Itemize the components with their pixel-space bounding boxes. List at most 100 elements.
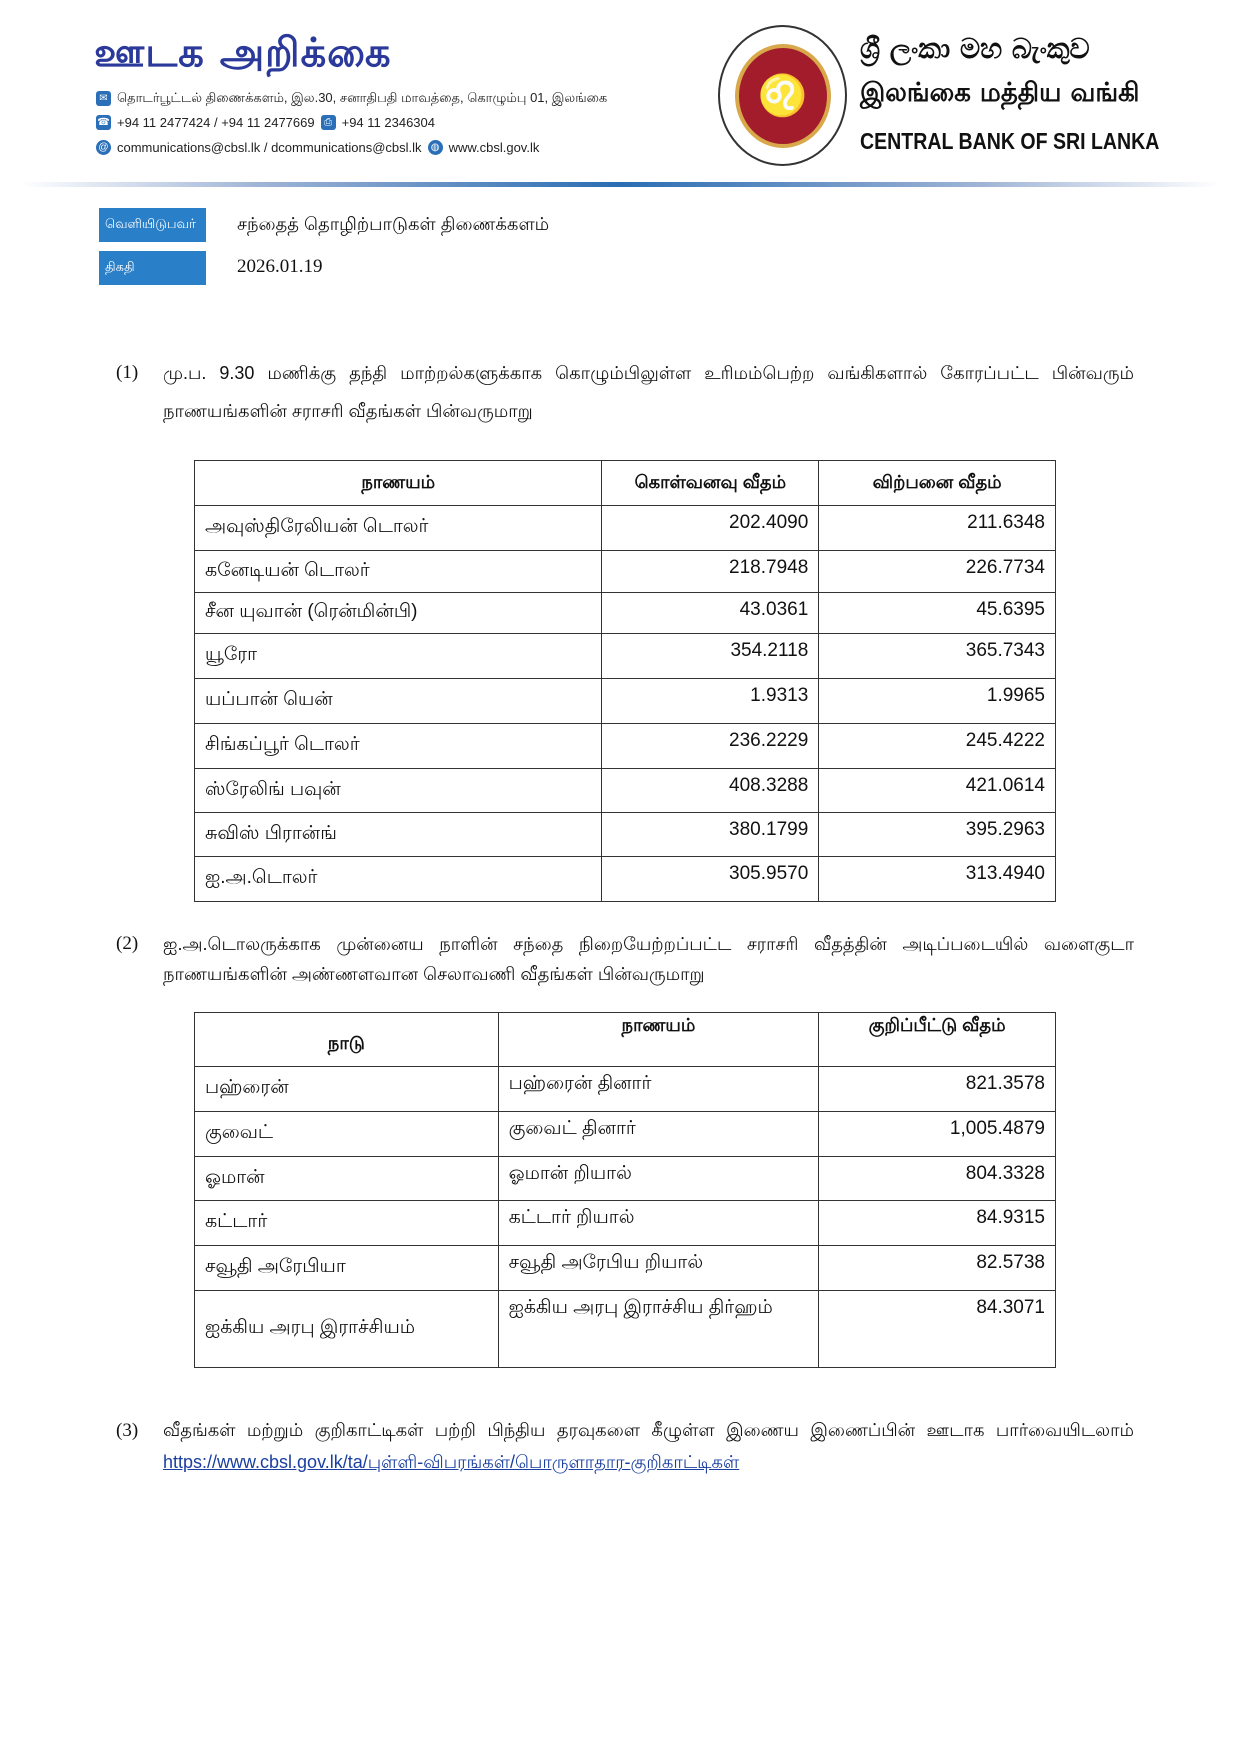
selling-rate: 226.7734 bbox=[818, 550, 1056, 593]
envelope-icon: ✉ bbox=[96, 91, 111, 106]
buying-rate: 1.9313 bbox=[601, 678, 820, 724]
bank-name-sinhala: ශ්‍රී ලංකා මහ බැංකුව bbox=[860, 32, 1090, 65]
header-divider bbox=[20, 182, 1220, 187]
publisher-label: வெளியிடுபவர் bbox=[99, 208, 206, 242]
country-name: ஓமான் bbox=[194, 1156, 499, 1201]
section-1-paragraph: (1) மு.ப. 9.30 மணிக்கு தந்தி மாற்றல்களுக… bbox=[116, 354, 1134, 430]
globe-icon: ◍ bbox=[427, 140, 443, 155]
statistics-link[interactable]: https://www.cbsl.gov.lk/ta/புள்ளி-விபரங்… bbox=[163, 1452, 740, 1472]
section-3-paragraph: (3) வீதங்கள் மற்றும் குறிகாட்டிகள் பற்றி… bbox=[116, 1412, 1134, 1478]
section-2-number: (2) bbox=[116, 933, 139, 954]
currency-name: ஸ்ரேலிங் பவுன் bbox=[193, 768, 603, 813]
central-bank-seal-logo: ♌ bbox=[718, 25, 847, 166]
section-3-body: வீதங்கள் மற்றும் குறிகாட்டிகள் பற்றி பிந… bbox=[163, 1420, 1134, 1440]
phone-icon: ☎ bbox=[96, 115, 111, 130]
currency-name: அவுஸ்திரேலியன் டொலர் bbox=[193, 505, 603, 551]
table-row: ஸ்ரேலிங் பவுன் 408.3288 421.0614 bbox=[193, 768, 1056, 813]
buying-rate: 218.7948 bbox=[601, 550, 820, 593]
country-name: பஹ்ரைன் bbox=[194, 1066, 499, 1112]
selling-rate: 45.6395 bbox=[818, 592, 1056, 634]
table-row: சவூதி அரேபியா சவூதி அரேபிய றியால் 82.573… bbox=[194, 1245, 1056, 1291]
fax-icon: ⎙ bbox=[320, 115, 336, 130]
reference-rate: 1,005.4879 bbox=[818, 1111, 1056, 1157]
buying-rate: 305.9570 bbox=[601, 856, 820, 902]
currency-name: சிங்கப்பூர் டொலர் bbox=[193, 723, 603, 769]
table-row: ஐக்கிய அரபு இராச்சியம் ஐக்கிய அரபு இராச்… bbox=[194, 1290, 1056, 1368]
selling-rate: 313.4940 bbox=[818, 856, 1056, 902]
table-row: குவைட் குவைட் தினார் 1,005.4879 bbox=[194, 1111, 1056, 1157]
currency-name: ஓமான் றியால் bbox=[497, 1156, 820, 1201]
bank-name-english: CENTRAL BANK OF SRI LANKA bbox=[860, 128, 1160, 154]
selling-rate: 245.4222 bbox=[818, 723, 1056, 769]
table-row: யூரோ 354.2118 365.7343 bbox=[193, 633, 1056, 679]
table-row: ஓமான் ஓமான் றியால் 804.3328 bbox=[194, 1156, 1056, 1201]
currency-name: சீன யுவான் (ரென்மின்பி) bbox=[193, 592, 603, 634]
currency-name: கனேடியன் டொலர் bbox=[193, 550, 603, 593]
section-3-number: (3) bbox=[116, 1420, 139, 1441]
address-line: ✉ தொடர்பூட்டல் திணைக்களம், இல.30, சனாதிப… bbox=[96, 90, 607, 107]
header-buying-rate: கொள்வனவு வீதம் bbox=[601, 460, 820, 506]
selling-rate: 211.6348 bbox=[818, 505, 1056, 551]
country-name: குவைட் bbox=[194, 1111, 499, 1157]
currency-name: குவைட் தினார் bbox=[497, 1111, 820, 1157]
reference-rate: 82.5738 bbox=[818, 1245, 1056, 1291]
bank-name-tamil: இலங்கை மத்திய வங்கி bbox=[860, 78, 1140, 108]
section-2-text: ஐ.அ.டொலருக்காக முன்னைய நாளின் சந்தை நிறை… bbox=[163, 934, 1134, 984]
currency-name: கட்டார் றியால் bbox=[497, 1200, 820, 1246]
section-2-paragraph: (2) ஐ.அ.டொலருக்காக முன்னைய நாளின் சந்தை … bbox=[116, 925, 1134, 989]
table-header-row: நாணயம் கொள்வனவு வீதம் விற்பனை வீதம் bbox=[193, 460, 1056, 506]
selling-rate: 1.9965 bbox=[818, 678, 1056, 724]
buying-rate: 202.4090 bbox=[601, 505, 820, 551]
lion-emblem-icon: ♌ bbox=[734, 43, 831, 148]
reference-rate: 84.3071 bbox=[818, 1290, 1056, 1368]
currency-name: ஐக்கிய அரபு இராச்சிய திர்ஹம் bbox=[497, 1290, 820, 1368]
section-1-text: மு.ப. 9.30 மணிக்கு தந்தி மாற்றல்களுக்காக… bbox=[163, 363, 1134, 421]
header-currency: நாணயம் bbox=[193, 460, 603, 506]
country-name: ஐக்கிய அரபு இராச்சியம் bbox=[194, 1290, 499, 1368]
email-line: @ communications@cbsl.lk / dcommunicatio… bbox=[96, 140, 539, 155]
table-row: கட்டார் கட்டார் றியால் 84.9315 bbox=[194, 1200, 1056, 1246]
buying-rate: 380.1799 bbox=[601, 812, 820, 857]
exchange-rate-table: நாணயம் கொள்வனவு வீதம் விற்பனை வீதம் அவுஸ… bbox=[193, 460, 1056, 902]
buying-rate: 354.2118 bbox=[601, 633, 820, 679]
buying-rate: 43.0361 bbox=[601, 592, 820, 634]
selling-rate: 421.0614 bbox=[818, 768, 1056, 813]
table-row: யப்பான் யென் 1.9313 1.9965 bbox=[193, 678, 1056, 724]
section-3-text: வீதங்கள் மற்றும் குறிகாட்டிகள் பற்றி பிந… bbox=[163, 1412, 1134, 1478]
currency-name: பஹ்ரைன் தினார் bbox=[497, 1066, 820, 1112]
date-value: 2026.01.19 bbox=[237, 256, 323, 277]
currency-name: சுவிஸ் பிரான்ங் bbox=[193, 812, 603, 857]
header-selling-rate: விற்பனை வீதம் bbox=[818, 460, 1056, 506]
table-row: அவுஸ்திரேலியன் டொலர் 202.4090 211.6348 bbox=[193, 505, 1056, 551]
buying-rate: 408.3288 bbox=[601, 768, 820, 813]
publisher-value: சந்தைத் தொழிற்பாடுகள் திணைக்களம் bbox=[237, 214, 550, 234]
phone-line: ☎ +94 11 2477424 / +94 11 2477669 ⎙ +94 … bbox=[96, 115, 435, 130]
table-row: பஹ்ரைன் பஹ்ரைன் தினார் 821.3578 bbox=[194, 1066, 1056, 1112]
currency-name: யூரோ bbox=[193, 633, 603, 679]
header-currency: நாணயம் bbox=[497, 1012, 820, 1067]
table-row: ஐ.அ.டொலர் 305.9570 313.4940 bbox=[193, 856, 1056, 902]
table-row: சீன யுவான் (ரென்மின்பி) 43.0361 45.6395 bbox=[193, 592, 1056, 634]
reference-rate: 804.3328 bbox=[818, 1156, 1056, 1201]
header-reference-rate: குறிப்பீட்டு வீதம் bbox=[818, 1012, 1056, 1067]
address-text: தொடர்பூட்டல் திணைக்களம், இல.30, சனாதிபதி… bbox=[117, 90, 608, 105]
selling-rate: 365.7343 bbox=[818, 633, 1056, 679]
website-text[interactable]: www.cbsl.gov.lk bbox=[448, 140, 540, 155]
buying-rate: 236.2229 bbox=[601, 723, 820, 769]
header-country: நாடு bbox=[194, 1012, 499, 1067]
media-release-title: ஊடக அறிக்கை bbox=[94, 30, 392, 76]
currency-name: யப்பான் யென் bbox=[193, 678, 603, 724]
reference-rate: 84.9315 bbox=[818, 1200, 1056, 1246]
email-text[interactable]: communications@cbsl.lk / dcommunications… bbox=[117, 140, 422, 155]
table-header-row: நாடு நாணயம் குறிப்பீட்டு வீதம் bbox=[194, 1012, 1056, 1067]
fax-text: +94 11 2346304 bbox=[341, 115, 435, 130]
section-1-number: (1) bbox=[116, 362, 139, 383]
phone-text: +94 11 2477424 / +94 11 2477669 bbox=[117, 115, 315, 130]
currency-name: சவூதி அரேபிய றியால் bbox=[497, 1245, 820, 1291]
table-row: சுவிஸ் பிரான்ங் 380.1799 395.2963 bbox=[193, 812, 1056, 857]
table-row: சிங்கப்பூர் டொலர் 236.2229 245.4222 bbox=[193, 723, 1056, 769]
currency-name: ஐ.அ.டொலர் bbox=[193, 856, 603, 902]
country-name: கட்டார் bbox=[194, 1200, 499, 1246]
table-row: கனேடியன் டொலர் 218.7948 226.7734 bbox=[193, 550, 1056, 593]
date-label: திகதி bbox=[99, 251, 206, 285]
